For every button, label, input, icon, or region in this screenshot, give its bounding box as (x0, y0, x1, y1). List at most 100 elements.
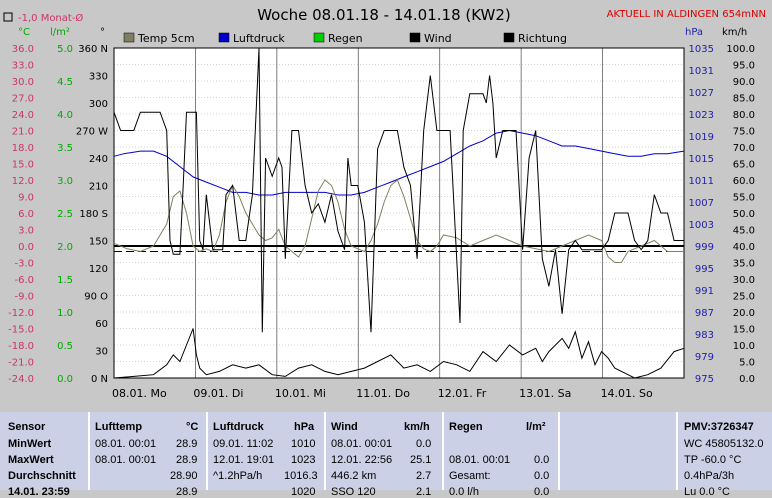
x-axis: 08.01. Mo 09.01. Di 10.01. Mi 11.01. Do 12.0… (112, 387, 653, 400)
regen-total-label: Gesamt: (449, 470, 491, 482)
axis-tick-label: 1011 (689, 176, 714, 187)
axis-tick-label: 6.0 (18, 209, 34, 220)
chart-legend: Temp 5cm Luftdruck Regen Wind Richtung (123, 32, 567, 45)
axis-tick-label: 180 S (79, 209, 108, 220)
x-tick-label: 11.01. Do (356, 387, 410, 400)
axis-tick-label: 975 (695, 374, 714, 385)
axis-tick-label: 3.0 (57, 176, 73, 187)
x-tick-label: 08.01. Mo (112, 387, 167, 400)
axis-tick-label: -18.0 (8, 341, 34, 352)
axis-tick-label: 1003 (689, 220, 714, 231)
axis-tick-label: 60.0 (733, 176, 755, 187)
axis-tick-label: 979 (695, 352, 714, 363)
wind-axis: 100.0 95.0 90.0 85.0 80.0 75.0 70.0 65.0 60.0 55.… (726, 44, 755, 385)
luftdruck-avg-value: 1016.3 (284, 470, 318, 482)
luftdruck-min-time: 09.01. 11:02 (213, 438, 274, 450)
axis-tick-label: 983 (695, 330, 714, 341)
axis-tick-label: 30.0 (12, 77, 34, 88)
pressure-axis: 1035 1031 1027 1023 1019 1015 1011 1007 1003 999 9… (689, 44, 714, 385)
regen-max-value: 0.0 (534, 454, 550, 466)
axis-tick-label: 4.5 (57, 77, 73, 88)
axis-tick-label: -9.0 (14, 292, 34, 303)
axis-tick-label: 60 (95, 319, 108, 330)
luftdruck-max-value: 1023 (291, 454, 316, 466)
axis-tick-label: 90.0 (733, 77, 755, 88)
axis-tick-label: 987 (695, 308, 714, 319)
axis-tick-label: 5.0 (739, 358, 755, 369)
pmv-tp: TP -60.0 °C (684, 454, 742, 466)
wind-max-time: 12.01. 22:56 (331, 454, 393, 466)
axis-tick-label: -6.0 (14, 275, 34, 286)
axis-tick-label: 36.0 (12, 44, 34, 55)
axis-tick-label: 1.5 (57, 275, 73, 286)
axis-tick-label: 2.5 (57, 209, 73, 220)
regen-total-value: 0.0 (534, 470, 550, 482)
axis-tick-label: 0.5 (57, 341, 73, 352)
legend-swatch (503, 32, 515, 43)
axis-tick-label: 30.0 (733, 275, 755, 286)
axis-tick-label: 15.0 (12, 160, 34, 171)
axis-tick-label: 210 (89, 182, 108, 193)
series-wind (113, 328, 685, 379)
pmv-trend: 0.4hPa/3h (684, 470, 735, 482)
axis-tick-label: 330 (89, 72, 108, 83)
axis-tick-label: 1035 (689, 44, 714, 55)
legend-label: Temp 5cm (137, 32, 195, 45)
wind-min-value: 0.0 (416, 438, 432, 450)
axis-tick-label: 65.0 (733, 160, 755, 171)
axis-tick-label: 27.0 (12, 94, 34, 105)
axis-tick-label: 5.0 (57, 44, 73, 55)
wind-distance: 446.2 km (331, 470, 377, 482)
regen-unit: l/m² (526, 421, 546, 433)
axis-tick-label: 1023 (689, 110, 714, 121)
axis-tick-label: 1.0 (57, 308, 73, 319)
axis-tick-label: 1031 (689, 66, 714, 77)
lufttemp-avg-value: 28.90 (170, 470, 198, 482)
luftdruck-min-value: 1010 (291, 438, 316, 450)
legend-swatch (409, 32, 421, 43)
axis-tick-label: 55.0 (733, 193, 755, 204)
axis-tick-label: 90 O (84, 292, 108, 303)
regen-rate: 0.0 l/h (449, 486, 479, 498)
legend-label: Wind (424, 32, 452, 45)
wind-max-value: 25.1 (410, 454, 432, 466)
axis-tick-label: 80.0 (733, 110, 755, 121)
legend-swatch (123, 32, 135, 43)
axis-tick-label: 25.0 (733, 292, 755, 303)
column-divider (558, 412, 560, 490)
luftdruck-current-value: 1020 (291, 486, 316, 498)
wind-min-time: 08.01. 00:01 (331, 438, 393, 450)
luftdruck-title: Luftdruck (213, 421, 264, 433)
pressure-unit-label: hPa (685, 27, 703, 38)
axis-tick-label: -15.0 (8, 325, 34, 336)
axis-tick-label: 30 (95, 347, 108, 358)
lufttemp-current-value: 28.9 (176, 486, 198, 498)
axis-tick-label: 75.0 (733, 127, 755, 138)
chart-title: Woche 08.01.18 - 14.01.18 (KW2) (257, 6, 511, 24)
axis-tick-label: 24.0 (12, 110, 34, 121)
wind-unit-label: km/h (722, 27, 747, 38)
axis-tick-label: 1007 (689, 198, 714, 209)
temp-axis: 36.0 33.0 30.0 27.0 24.0 21.0 18.0 15.0 12.0 9.0 6… (8, 44, 34, 385)
regen-title: Regen (449, 421, 483, 433)
column-divider (88, 412, 90, 490)
checkbox-icon[interactable] (3, 12, 13, 22)
luftdruck-unit: hPa (294, 421, 315, 433)
axis-tick-label: 0.0 (57, 374, 73, 385)
wind-avg-value: 2.7 (416, 470, 432, 482)
x-tick-label: 12.01. Fr (438, 387, 487, 400)
lufttemp-min-value: 28.9 (176, 438, 198, 450)
axis-tick-label: 360 N (78, 44, 108, 55)
axis-tick-label: 100.0 (726, 44, 755, 55)
prev-month-label: -1,0 Monat-Ø (18, 12, 83, 24)
axis-tick-label: 995 (695, 264, 714, 275)
wind-current-direction: SSO 120 (331, 486, 376, 498)
lufttemp-max-value: 28.9 (176, 454, 198, 466)
axis-tick-label: -21.0 (8, 358, 34, 369)
axis-tick-label: 9.0 (18, 193, 34, 204)
axis-tick-label: 1019 (689, 132, 714, 143)
row-label-max: MaxWert (8, 454, 54, 466)
axis-tick-label: 0.0 (18, 242, 34, 253)
rain-axis: 5.0 4.5 4.0 3.5 3.0 2.5 2.0 1.5 1.0 0.5 0.0 (57, 44, 73, 385)
axis-tick-label: 33.0 (12, 61, 34, 72)
